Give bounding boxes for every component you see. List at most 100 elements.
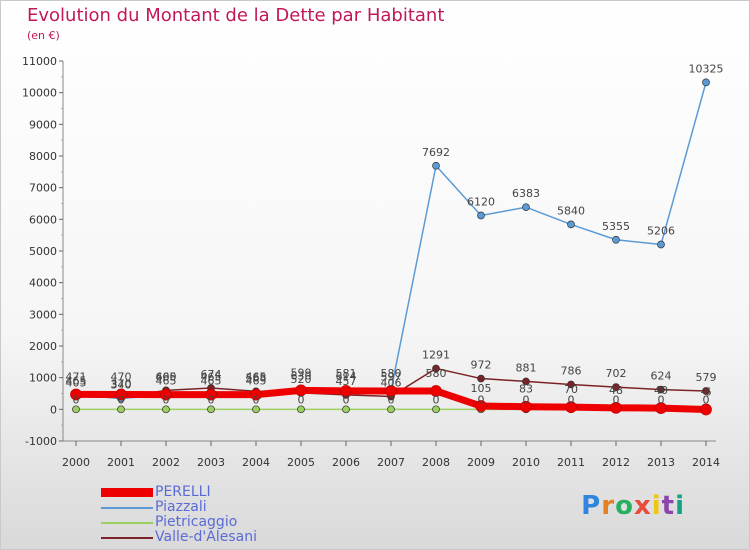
logo-letter: x — [633, 491, 652, 521]
data-label: 105 — [471, 382, 492, 395]
y-tick-label: 10000 — [22, 87, 57, 100]
data-label: 630 — [291, 369, 312, 382]
data-label: -6 — [701, 386, 712, 399]
data-label: 0 — [703, 393, 710, 406]
legend-swatch — [101, 537, 153, 539]
x-tick-label: 2010 — [512, 456, 540, 469]
y-tick-label: 1000 — [29, 372, 57, 385]
data-label: 370 — [111, 378, 132, 391]
data-label: 520 — [291, 373, 312, 386]
logo-letter: i — [675, 491, 685, 521]
data-label: 674 — [201, 368, 222, 381]
x-tick-label: 2008 — [422, 456, 450, 469]
data-label: 40 — [654, 384, 668, 397]
series-point-1 — [567, 220, 575, 229]
series-point-0 — [160, 388, 172, 401]
series-point-2 — [342, 405, 350, 414]
data-label: 0 — [388, 393, 395, 406]
data-label: 0 — [433, 393, 440, 406]
data-label: 7692 — [422, 146, 450, 159]
x-tick-label: 2002 — [152, 456, 180, 469]
data-label: 5206 — [647, 224, 675, 237]
data-label: 972 — [471, 359, 492, 372]
data-label: 786 — [561, 364, 582, 377]
series-point-0 — [295, 384, 307, 397]
series-point-0 — [475, 400, 487, 412]
data-label: 0 — [343, 393, 350, 406]
series-point-0 — [610, 401, 622, 414]
legend-label: Pietricaggio — [155, 514, 238, 530]
data-label: 597 — [381, 370, 402, 383]
y-tick-label: 8000 — [29, 150, 57, 163]
legend-label: Piazzali — [155, 499, 207, 515]
series-point-0 — [250, 388, 262, 401]
series-line-1 — [75, 82, 707, 400]
logo-letter: o — [615, 491, 634, 521]
data-label: 614 — [336, 370, 357, 383]
y-tick-label: -1000 — [25, 435, 57, 448]
data-label: 624 — [651, 370, 672, 383]
logo-letter: i — [651, 491, 662, 521]
series-point-0 — [430, 385, 442, 397]
legend-label: PERELLI — [155, 484, 211, 500]
series-point-0 — [205, 388, 217, 401]
y-tick-label: 7000 — [29, 182, 57, 195]
proxiti-logo: Proxiti — [581, 491, 685, 521]
data-label: 0 — [298, 393, 305, 406]
data-label: 5355 — [602, 220, 630, 233]
data-label: 581 — [336, 367, 357, 380]
series-point-2 — [432, 405, 440, 414]
series-point-0 — [700, 403, 712, 416]
data-label: 600 — [156, 370, 177, 383]
y-tick-label: 5000 — [29, 245, 57, 258]
series-point-2 — [162, 405, 170, 414]
data-label: 340 — [111, 379, 132, 392]
data-label: 0 — [163, 393, 170, 406]
y-tick-label: 3000 — [29, 308, 57, 321]
data-label: 465 — [246, 371, 267, 384]
series-point-2 — [387, 405, 395, 414]
series-point-1 — [522, 203, 530, 212]
data-label: 0 — [253, 393, 260, 406]
series-point-0 — [565, 401, 577, 413]
x-tick-label: 2006 — [332, 456, 360, 469]
x-tick-label: 2011 — [557, 456, 585, 469]
series-point-2 — [252, 405, 260, 414]
series-point-2 — [72, 405, 80, 414]
data-label: 0 — [478, 393, 485, 406]
series-point-3 — [702, 387, 710, 395]
x-tick-label: 2013 — [647, 456, 675, 469]
legend-swatch — [101, 522, 153, 524]
x-tick-label: 2000 — [62, 456, 90, 469]
data-label: 83 — [519, 383, 533, 396]
series-point-0 — [385, 385, 397, 397]
data-label: 465 — [246, 375, 267, 388]
legend-label: Valle-d'Alesani — [155, 529, 257, 545]
series-point-3 — [522, 377, 530, 386]
data-label: 465 — [66, 375, 87, 388]
chart-subtitle: (en €) — [27, 29, 60, 42]
series-point-2 — [297, 405, 305, 414]
data-label: 10325 — [689, 62, 724, 75]
x-tick-label: 2005 — [287, 456, 315, 469]
data-label: 702 — [606, 367, 627, 380]
series-point-2 — [207, 405, 215, 414]
x-tick-label: 2003 — [197, 456, 225, 469]
logo-letter: r — [601, 491, 616, 521]
data-label: 465 — [156, 375, 177, 388]
data-label: 457 — [336, 375, 357, 388]
series-point-0 — [115, 388, 127, 401]
data-label: 471 — [66, 370, 87, 383]
x-tick-label: 2014 — [692, 456, 720, 469]
series-point-1 — [702, 78, 710, 87]
x-tick-label: 2001 — [107, 456, 135, 469]
legend-swatch — [101, 488, 153, 497]
data-label: 6120 — [467, 196, 495, 209]
y-tick-label: 4000 — [29, 277, 57, 290]
logo-letter: P — [581, 491, 602, 521]
series-point-3 — [612, 383, 620, 391]
data-label: 470 — [111, 370, 132, 383]
data-label: 0 — [523, 393, 530, 406]
